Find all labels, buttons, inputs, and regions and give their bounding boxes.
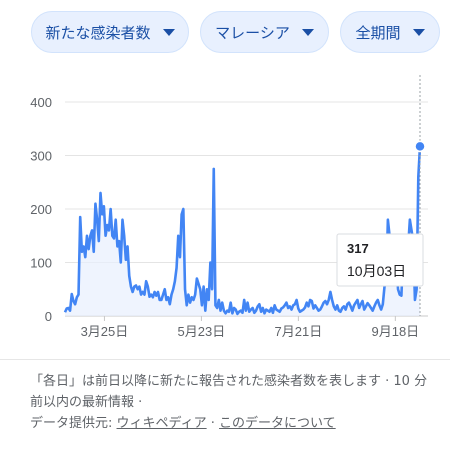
dropdown-arrow-icon [412,28,425,36]
y-tick-label: 300 [30,149,52,164]
about-data-link[interactable]: このデータについて [219,416,336,431]
wikipedia-link[interactable]: ウィキペディア [116,416,207,431]
period-filter-label: 全期間 [355,23,401,42]
y-tick-label: 200 [30,202,52,217]
dropdown-arrow-icon [301,28,314,36]
y-tick-label: 400 [30,95,52,110]
hover-point [414,140,426,153]
cases-area [65,146,420,316]
x-axis: 3月25日 5月23日 7月21日 9月18日 [81,316,419,339]
tooltip-value: 317 [347,241,369,256]
y-tick-label: 0 [45,309,52,324]
separator-dot: · [210,416,215,431]
x-tick-label: 9月18日 [371,324,419,339]
footer-note: 「各日」は前日以降に新たに報告された感染者数を表します [30,374,382,389]
metric-filter-label: 新たな感染者数 [45,23,151,42]
cases-line [63,146,422,316]
region-filter-chip[interactable]: マレーシア [200,11,329,53]
y-axis: 0 100 200 300 400 [30,95,52,324]
period-filter-chip[interactable]: 全期間 [340,11,440,53]
section-divider [0,359,450,360]
dropdown-arrow-icon [162,28,175,36]
region-filter-label: マレーシア [215,23,290,42]
metric-filter-chip[interactable]: 新たな感染者数 [31,11,189,53]
source-label: データ提供元: [30,416,113,431]
y-tick-label: 100 [30,256,52,271]
footer-update-note: · 10 分前以内の最新情報 · [30,374,428,410]
tooltip-date: 10月03日 [347,263,406,279]
cases-chart[interactable]: 0 100 200 300 400 3月25日 5月23日 7月21日 9月18日 317 1… [0,0,450,360]
x-tick-label: 5月23日 [178,324,226,339]
x-tick-label: 7月21日 [275,324,323,339]
footer-info: 「各日」は前日以降に新たに報告された感染者数を表します · 10 分前以内の最新… [30,371,440,434]
tooltip: 317 10月03日 [336,233,424,287]
x-tick-label: 3月25日 [81,324,129,339]
